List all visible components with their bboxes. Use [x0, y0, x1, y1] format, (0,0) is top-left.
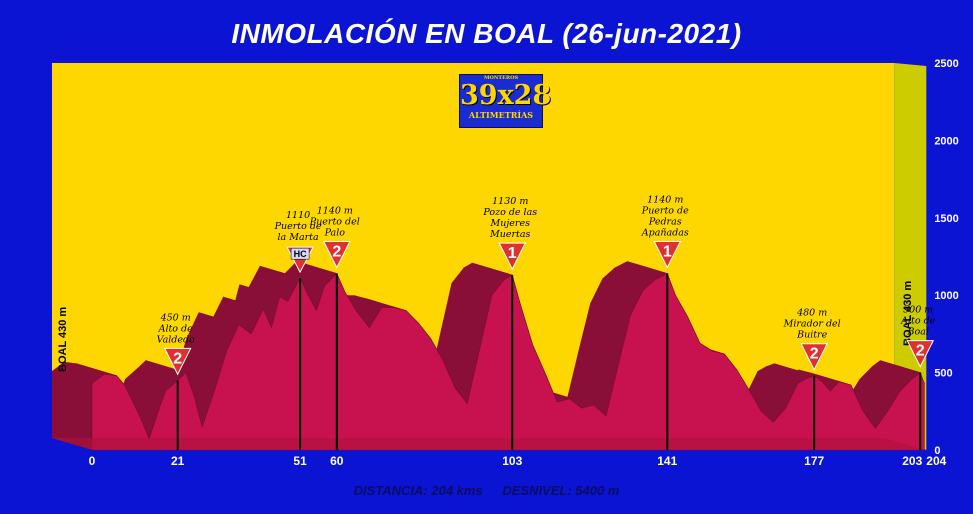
climb-name: Apañadas [641, 228, 689, 239]
x-tick-label: 177 [804, 454, 824, 468]
climb-name: Puerto de [641, 206, 689, 217]
category-badge-text: 2 [173, 350, 182, 367]
profile-floor [52, 438, 925, 450]
category-badge [498, 242, 527, 271]
chart-title: INMOLACIÓN EN BOAL (26-jun-2021) [231, 18, 742, 49]
x-tick-label: 51 [293, 454, 307, 468]
category-badge [906, 340, 935, 368]
x-tick-label: 203 [902, 454, 922, 468]
category-badge [163, 347, 192, 376]
climb-name: Alto de [900, 316, 936, 327]
x-tick-label: 103 [502, 454, 522, 468]
category-badge-text: 2 [810, 346, 819, 363]
climb-name: la Marta [278, 232, 319, 243]
x-tick-label: 141 [657, 454, 677, 468]
logo-bottom-text: ALTIMETRÍAS [468, 110, 534, 120]
logo-39x28: MONTEROS 39x28 ALTIMETRÍAS [459, 74, 552, 128]
climb-name: Palo [324, 228, 346, 239]
category-badge-text: 1 [663, 244, 672, 261]
climb-altitude: 480 m [796, 308, 827, 319]
climb-name: Boal [907, 327, 929, 338]
climb-name: Mujeres [490, 218, 531, 229]
y-tick-label: 0 [934, 445, 940, 457]
y-tick-label: 500 [934, 368, 952, 380]
climb-name: Buitre [796, 330, 827, 341]
climb-altitude: 1140 m [317, 206, 353, 217]
climb-name: Alto de [158, 323, 194, 334]
climb-name: Puerto del [309, 217, 360, 228]
y-tick-label: 1000 [934, 290, 958, 302]
x-tick-label: 21 [171, 454, 185, 468]
x-tick-label: 60 [330, 454, 344, 468]
climb-name: Valdedo [157, 334, 195, 345]
category-badge-text: 1 [508, 245, 517, 262]
end-label: BOAL 430 m [902, 281, 914, 346]
climb-altitude: 1110 [286, 210, 310, 221]
category-badge [653, 241, 682, 269]
category-badge-text: 2 [916, 343, 925, 360]
category-badge [800, 343, 828, 371]
category-badge-text: 2 [332, 244, 341, 261]
y-tick-label: 2500 [934, 58, 958, 70]
elevation-text: DESNIVEL: 5400 m [502, 483, 620, 498]
logo-main-text: 39x28 [460, 80, 552, 111]
footer-stats: DISTANCIA: 204 kms DESNIVEL: 5400 m [0, 483, 973, 498]
distance-text: DISTANCIA: 204 kms [353, 483, 483, 498]
climb-altitude: 500 m [903, 305, 933, 316]
category-badge-box [290, 247, 310, 260]
climb-name: Mirador del [783, 319, 841, 330]
profile-start-wall [52, 371, 92, 450]
x-tick-label: 204 [926, 454, 946, 468]
start-label: BOAL 430 m [57, 307, 69, 372]
climb-altitude: 1130 m [492, 196, 528, 207]
y-tick-label: 1500 [934, 213, 958, 225]
x-tick-label: 0 [89, 454, 96, 468]
category-badge-text: HC [294, 249, 307, 259]
climb-altitude: 450 m [160, 312, 191, 323]
climb-altitude: 1140 m [647, 195, 683, 206]
climb-name: Muertas [489, 229, 530, 240]
y-tick-label: 2000 [934, 135, 958, 147]
logo-top-text: MONTEROS [483, 75, 519, 81]
category-badge [322, 241, 351, 269]
climb-name: Puerto de [274, 221, 322, 232]
climb-name: Pedras [648, 217, 682, 228]
climb-name: Pozo de las [482, 207, 537, 218]
